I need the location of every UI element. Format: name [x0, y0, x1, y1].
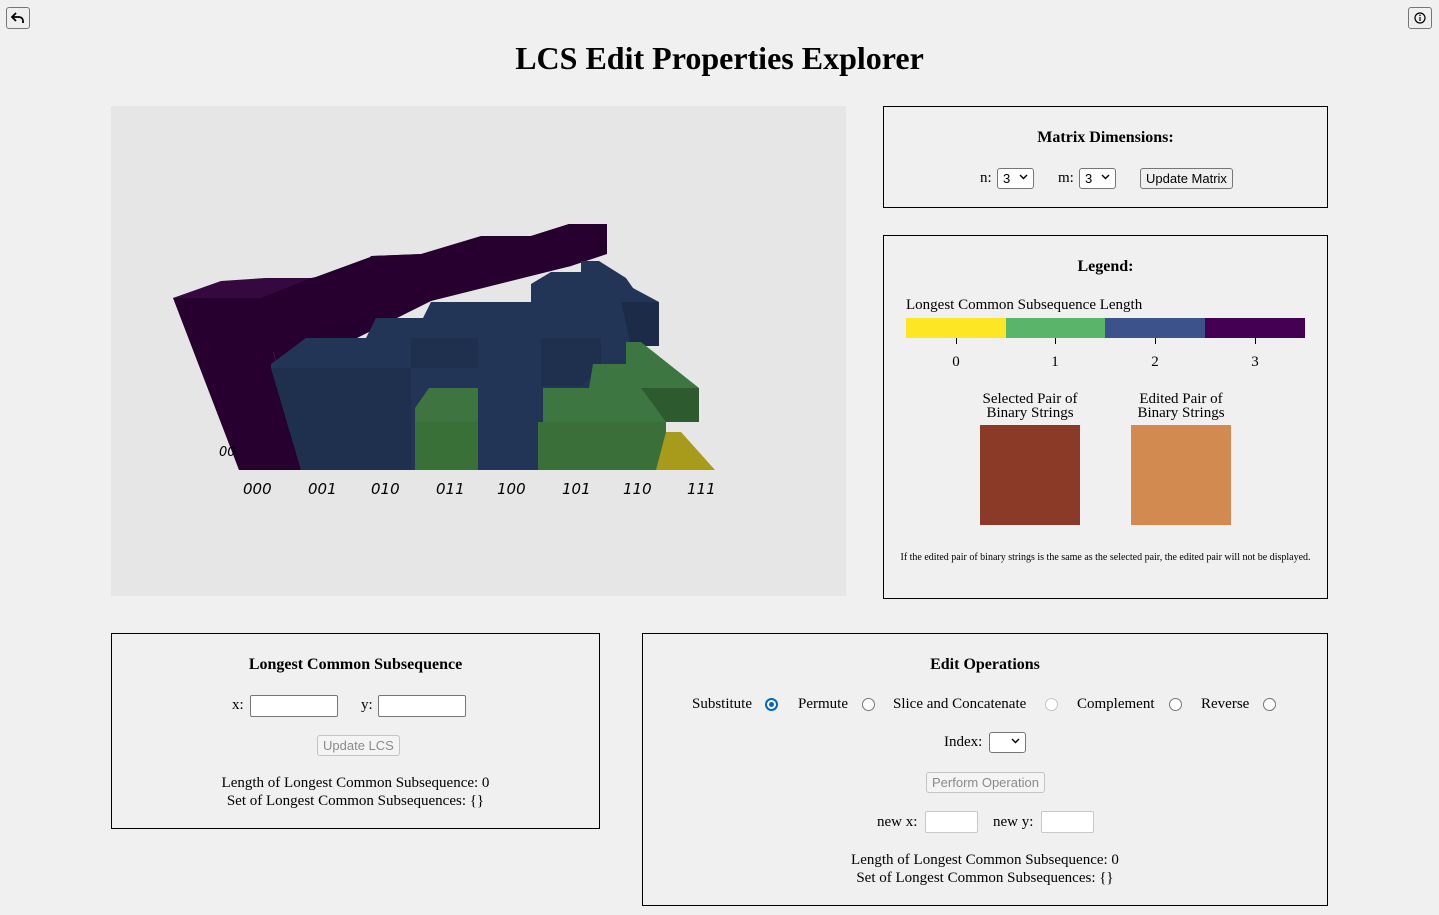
legend-seg-3	[1205, 318, 1305, 338]
selected-pair-caption-line2: Binary Strings	[986, 405, 1074, 421]
legend-seg-2	[1105, 318, 1205, 338]
block-green-shade	[641, 388, 699, 422]
legend-tick-label-1: 1	[1051, 354, 1059, 370]
legend-title: Legend:	[1077, 258, 1134, 275]
matrix-dimensions-panel: Matrix Dimensions: n: 3 m: 3 Update Matr…	[883, 106, 1328, 208]
lcs-3d-visualization[interactable]: 000 001 010 011 100 101 110 111 00	[111, 106, 846, 596]
block-purple-mid	[261, 224, 607, 470]
new-y-label: new y:	[993, 814, 1034, 830]
edit-set-text: Set of Longest Common Subsequences: {}	[856, 870, 1114, 886]
legend-tick	[1055, 338, 1056, 344]
y-label: y:	[361, 697, 373, 713]
undo-arrow-icon	[11, 12, 24, 23]
lcs-set-text: Set of Longest Common Subsequences: {}	[226, 793, 485, 809]
op-permute-radio[interactable]	[862, 698, 875, 711]
back-button[interactable]	[6, 7, 30, 29]
axis-label-1: 001	[308, 480, 337, 498]
legend-tick-label-3: 3	[1251, 354, 1259, 370]
n-select[interactable]: 3	[997, 168, 1034, 189]
legend-bar-title: Longest Common Subsequence Length	[906, 297, 1143, 313]
chevron-down-icon	[1019, 174, 1028, 180]
lcs-title: Longest Common Subsequence	[248, 656, 463, 673]
lcs-length-text: Length of Longest Common Subsequence: 0	[221, 775, 490, 791]
block-green-left-top	[415, 388, 478, 422]
new-x-label: new x:	[877, 814, 918, 830]
legend-tick	[1155, 338, 1156, 344]
new-y-input[interactable]	[1041, 811, 1094, 833]
m-select-value: 3	[1085, 171, 1093, 186]
axis-label-3: 011	[436, 480, 465, 498]
n-label: n:	[980, 170, 992, 186]
block-green-left	[415, 422, 478, 470]
legend-tick	[956, 338, 957, 344]
axis-label-6: 110	[623, 480, 652, 498]
selected-pair-swatch	[980, 425, 1080, 525]
axis-label-4: 100	[497, 480, 526, 498]
y-input[interactable]	[378, 695, 466, 717]
page-title: LCS Edit Properties Explorer	[515, 40, 924, 76]
legend-tick	[1255, 338, 1256, 344]
axis-label-0: 000	[243, 480, 272, 498]
op-slice-radio[interactable]	[1045, 698, 1058, 711]
x-input[interactable]	[250, 695, 338, 717]
chevron-down-icon	[1011, 738, 1020, 744]
legend-panel: Legend: Longest Common Subsequence Lengt…	[883, 235, 1328, 599]
legend-seg-1	[1006, 318, 1105, 338]
lcs-panel: Longest Common Subsequence x: y: Update …	[111, 633, 600, 829]
index-select[interactable]	[989, 732, 1026, 753]
legend-note: If the edited pair of binary strings is …	[900, 552, 1311, 563]
axis-label-5: 101	[562, 480, 591, 498]
selected-pair-caption-line1: Selected Pair of	[982, 391, 1078, 407]
m-label: m:	[1058, 170, 1074, 186]
block-green-right	[538, 422, 666, 470]
edit-operations-panel: Edit Operations Substitute Permute Slice…	[642, 633, 1328, 906]
m-select[interactable]: 3	[1079, 168, 1116, 189]
info-circle-icon	[1414, 12, 1426, 24]
block-blue-front	[271, 368, 411, 470]
info-button[interactable]	[1408, 7, 1432, 29]
edited-pair-swatch	[1131, 425, 1231, 525]
block-purple-front	[173, 298, 301, 470]
matrix-dimensions-title: Matrix Dimensions:	[1037, 129, 1174, 146]
legend-tick-label-2: 2	[1151, 354, 1159, 370]
block-yellow	[656, 432, 715, 470]
op-reverse-radio[interactable]	[1263, 698, 1276, 711]
op-complement-radio[interactable]	[1169, 698, 1182, 711]
op-substitute-label: Substitute	[692, 696, 753, 712]
op-permute-label: Permute	[798, 696, 848, 712]
edited-pair-caption: Edited Pair of Binary Strings	[1116, 391, 1246, 421]
update-matrix-button[interactable]: Update Matrix	[1140, 168, 1233, 189]
axis-label-2: 010	[371, 480, 400, 498]
x-label: x:	[232, 697, 244, 713]
op-slice-label: Slice and Concatenate	[893, 696, 1027, 712]
selected-pair-caption: Selected Pair of Binary Strings	[965, 391, 1095, 421]
legend-seg-0	[906, 318, 1006, 338]
block-blue-right	[621, 302, 659, 346]
edit-length-text: Length of Longest Common Subsequence: 0	[851, 852, 1119, 868]
op-substitute-radio[interactable]	[765, 698, 778, 711]
lcs-3d-plot: 000 001 010 011 100 101 110 111 00	[173, 224, 716, 498]
update-lcs-button[interactable]: Update LCS	[317, 735, 400, 756]
edit-operations-title: Edit Operations	[930, 656, 1040, 673]
side-axis-label: 00	[219, 445, 236, 460]
new-x-input[interactable]	[925, 811, 978, 833]
axis-label-7: 111	[687, 480, 716, 498]
block-blue-side-2	[541, 338, 601, 386]
chevron-down-icon	[1101, 174, 1110, 180]
index-label: Index:	[944, 734, 983, 750]
op-complement-label: Complement	[1077, 696, 1155, 712]
edited-pair-caption-line2: Binary Strings	[1137, 405, 1225, 421]
edited-pair-caption-line1: Edited Pair of	[1139, 391, 1223, 407]
block-blue-side	[411, 338, 478, 368]
legend-tick-label-0: 0	[952, 354, 960, 370]
op-reverse-label: Reverse	[1201, 696, 1250, 712]
perform-operation-button[interactable]: Perform Operation	[926, 772, 1045, 793]
n-select-value: 3	[1003, 171, 1011, 186]
